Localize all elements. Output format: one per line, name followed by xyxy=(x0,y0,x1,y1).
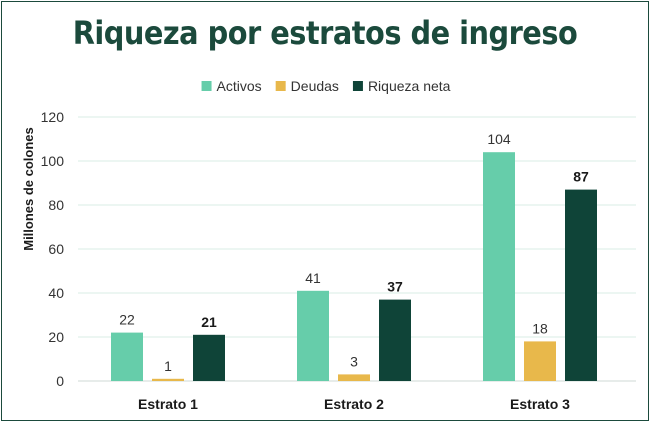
legend-swatch xyxy=(275,81,286,91)
legend-swatch xyxy=(352,81,363,91)
legend-swatch xyxy=(201,81,212,91)
data-label: 21 xyxy=(201,314,217,330)
y-tick-label: 40 xyxy=(48,285,64,301)
y-tick-label: 100 xyxy=(41,153,65,169)
data-label: 22 xyxy=(119,312,135,328)
chart-title: Riqueza por estratos de ingreso xyxy=(72,14,578,52)
y-tick-label: 20 xyxy=(48,329,64,345)
x-axis-categories: Estrato 1 Estrato 2 Estrato 3 xyxy=(138,396,570,412)
data-label: 104 xyxy=(487,131,511,147)
bars xyxy=(111,152,597,381)
y-tick-label: 120 xyxy=(41,109,65,125)
bar xyxy=(297,290,329,381)
bar xyxy=(152,378,184,381)
bar xyxy=(524,341,556,381)
y-axis-label: Millones de colones xyxy=(21,127,36,251)
data-label: 87 xyxy=(573,169,589,185)
y-tick-label: 0 xyxy=(56,373,64,389)
bar xyxy=(193,334,225,381)
x-category-label: Estrato 1 xyxy=(138,396,198,412)
legend-label: Deudas xyxy=(291,78,339,94)
legend-label: Activos xyxy=(217,78,262,94)
data-label: 37 xyxy=(387,279,403,295)
y-tick-label: 60 xyxy=(48,241,64,257)
bar xyxy=(379,299,411,381)
bar xyxy=(565,189,597,381)
y-tick-label: 80 xyxy=(48,197,64,213)
data-label: 41 xyxy=(305,270,321,286)
x-category-label: Estrato 3 xyxy=(510,396,570,412)
y-axis-ticks: 0 20 40 60 80 100 120 xyxy=(41,109,65,389)
data-label: 3 xyxy=(350,353,358,369)
legend: Activos Deudas Riqueza neta xyxy=(201,78,451,94)
data-label: 1 xyxy=(164,358,172,374)
data-labels: 22 1 21 41 3 37 104 18 87 xyxy=(119,131,589,374)
bar xyxy=(338,374,370,381)
legend-label: Riqueza neta xyxy=(368,78,451,94)
bar xyxy=(483,152,515,381)
bar xyxy=(111,332,143,381)
x-category-label: Estrato 2 xyxy=(324,396,384,412)
data-label: 18 xyxy=(532,320,548,336)
gridlines xyxy=(78,116,636,382)
